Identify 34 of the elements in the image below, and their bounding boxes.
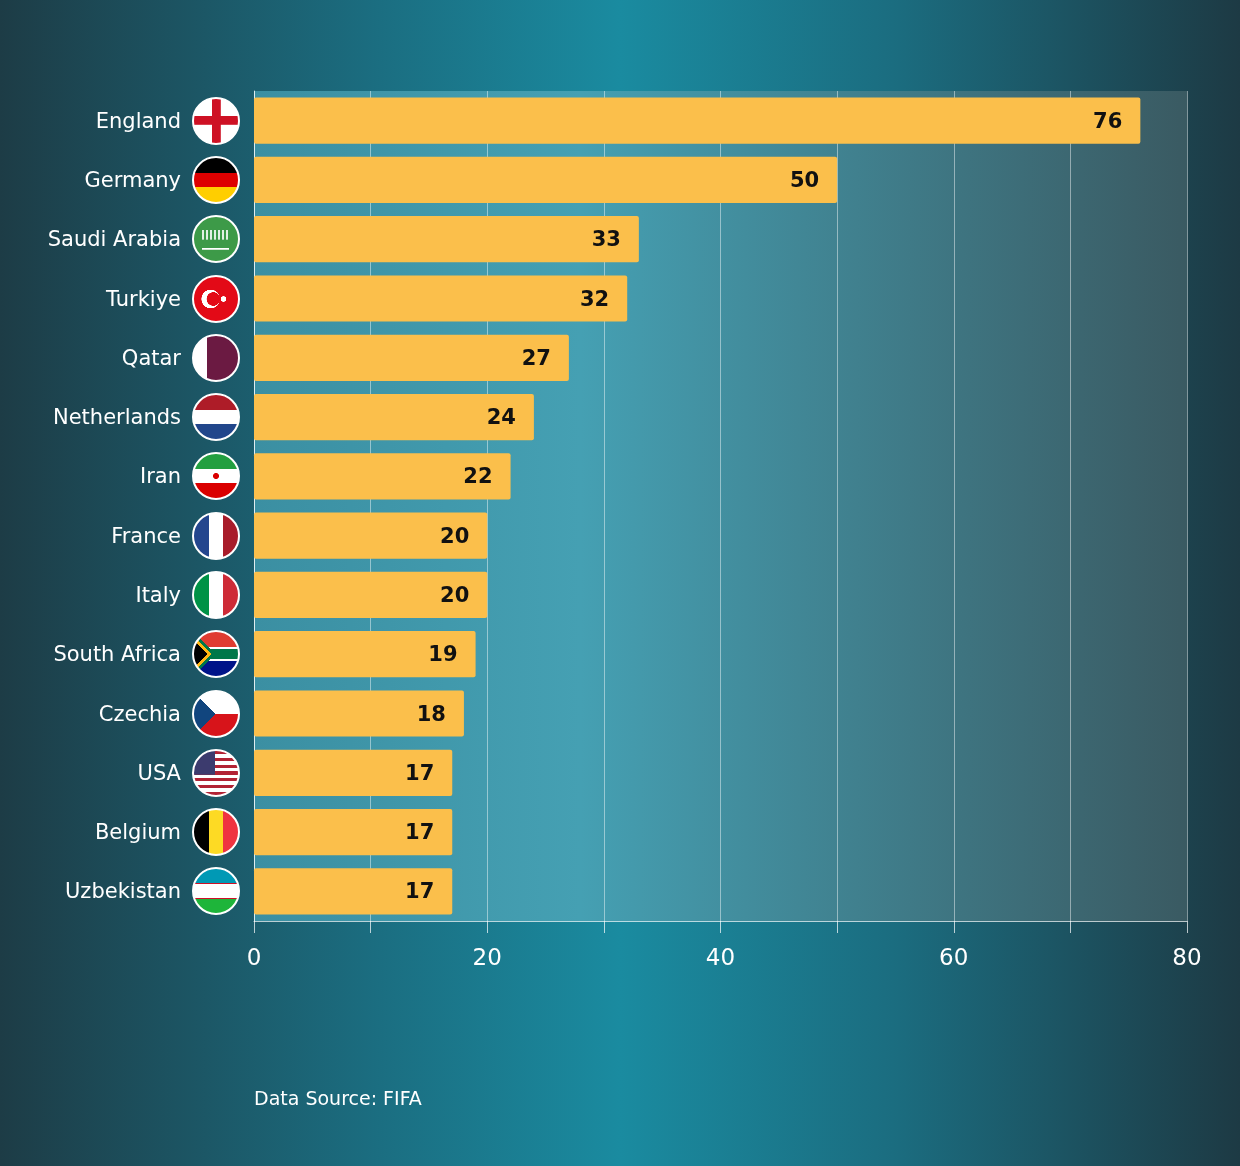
data-label: 17 [405, 760, 435, 785]
y-tick-label: Netherlands [52, 405, 181, 430]
data-label: 50 [789, 167, 820, 192]
y-tick-label: Czechia [98, 701, 181, 726]
y-tick-label: Saudi Arabia [47, 227, 181, 252]
data-label: 76 [1093, 108, 1123, 133]
data-label: 20 [440, 582, 470, 607]
y-tick-label: Qatar [121, 345, 182, 370]
source-note: Data Source: FIFA [254, 1086, 422, 1109]
y-tick-label: Italy [135, 582, 181, 607]
y-tick-label: France [111, 523, 181, 548]
data-label: 32 [579, 286, 610, 311]
y-tick-label: Germany [84, 167, 181, 192]
data-label: 18 [416, 701, 446, 726]
x-tick-label: 0 [246, 943, 262, 970]
data-label: 22 [463, 464, 493, 489]
y-tick-label: South Africa [53, 642, 181, 667]
x-tick-label: 20 [472, 943, 502, 970]
y-tick-label: England [95, 108, 181, 133]
y-tick-label: Belgium [94, 820, 181, 845]
x-tick-label: 60 [939, 943, 969, 970]
data-label: 24 [486, 405, 516, 430]
data-label: 33 [591, 227, 621, 252]
data-label: 17 [405, 879, 435, 904]
y-tick-label: Iran [139, 464, 181, 489]
y-tick-label: Turkiye [105, 286, 181, 311]
y-tick-label: USA [137, 760, 182, 785]
data-label: 19 [428, 642, 458, 667]
data-label: 27 [521, 345, 551, 370]
y-tick-label: Uzbekistan [65, 879, 181, 904]
x-tick-label: 80 [1172, 943, 1202, 970]
data-label: 17 [405, 820, 435, 845]
x-tick-label: 40 [705, 943, 736, 970]
data-label: 20 [440, 523, 470, 548]
